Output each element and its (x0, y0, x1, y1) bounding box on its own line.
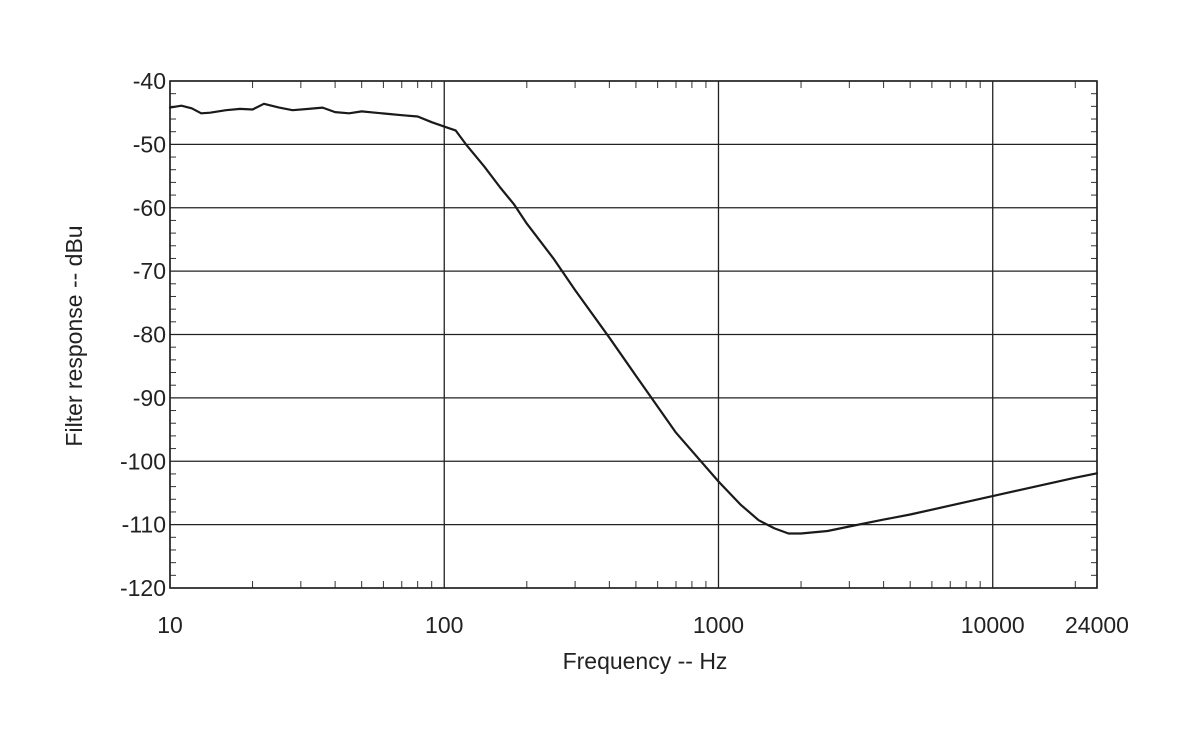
y-tick-label: -90 (133, 385, 166, 411)
y-tick-label: -100 (120, 448, 166, 474)
x-tick-label: 100 (425, 612, 463, 638)
y-tick-label: -40 (133, 68, 166, 94)
grid (169, 80, 1098, 589)
x-tick-label: 10 (157, 612, 183, 638)
y-tick-label: -50 (133, 131, 166, 157)
y-tick-label: -110 (122, 512, 166, 538)
y-axis-title: Filter response -- dBu (61, 225, 87, 446)
x-axis-title: Frequency -- Hz (563, 648, 728, 674)
y-tick-labels: -40 -50 -60 -70 -80 -90 -100 -110 -120 (120, 68, 166, 601)
series-group (168, 102, 1099, 535)
response-curve (168, 102, 1099, 535)
x-tick-label: 10000 (961, 612, 1025, 638)
y-tick-label: -80 (133, 322, 166, 348)
x-tick-label: 1000 (693, 612, 744, 638)
plot-frame (169, 80, 1098, 589)
x-tick-label: 24000 (1065, 612, 1129, 638)
y-tick-label: -120 (120, 575, 166, 601)
minor-ticks (170, 81, 1097, 588)
y-tick-label: -60 (133, 195, 166, 221)
x-tick-labels: 10 100 1000 10000 24000 (157, 612, 1129, 638)
y-tick-label: -70 (133, 258, 166, 284)
